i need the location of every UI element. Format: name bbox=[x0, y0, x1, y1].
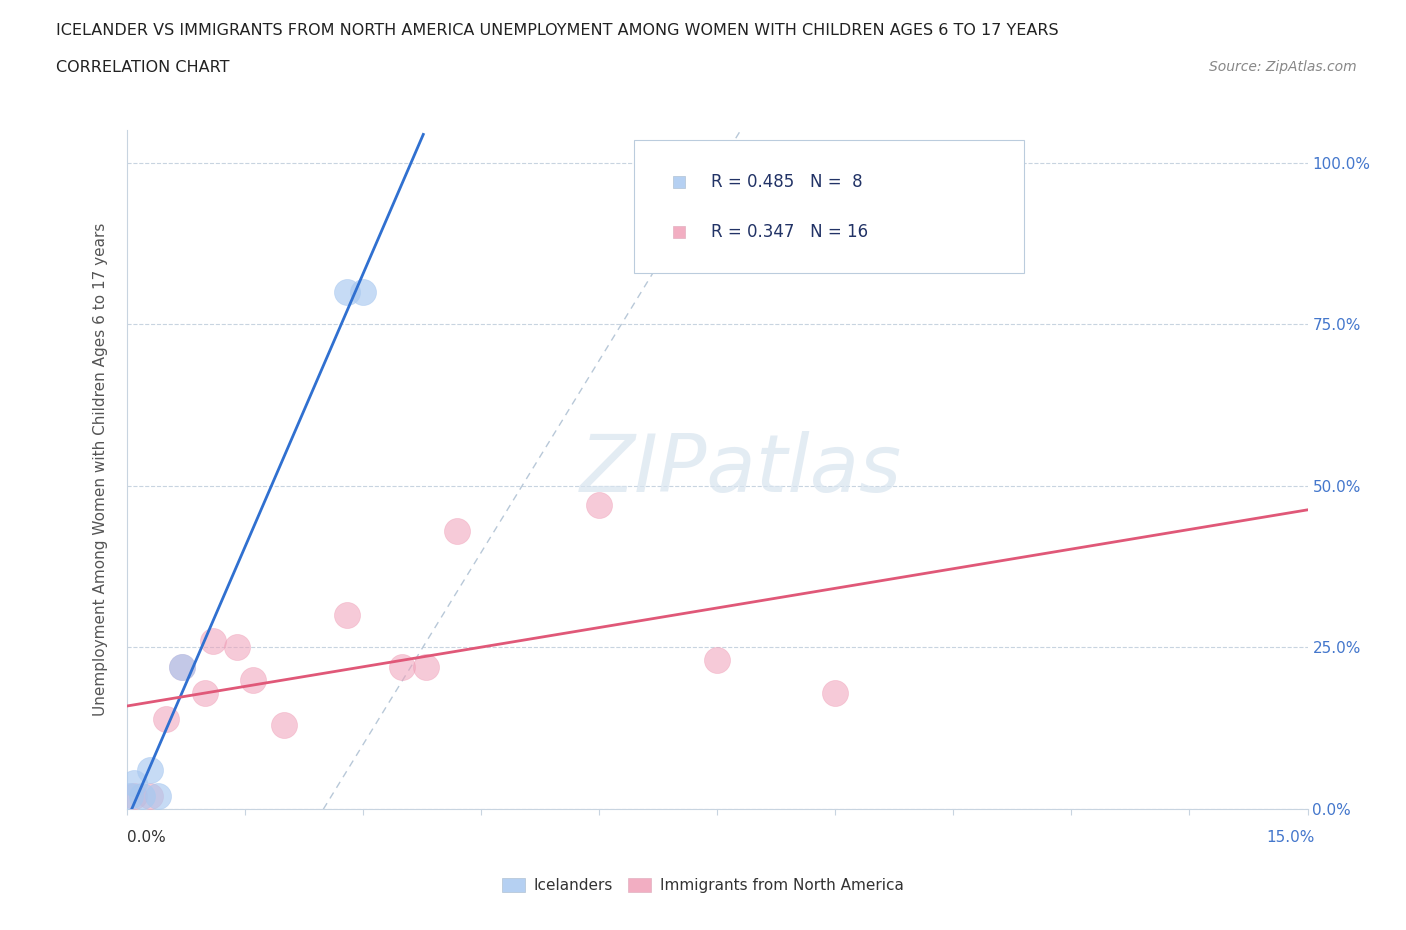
Point bbox=[139, 789, 162, 804]
Text: R = 0.485   N =  8: R = 0.485 N = 8 bbox=[711, 174, 863, 192]
Point bbox=[273, 718, 295, 733]
Text: 15.0%: 15.0% bbox=[1267, 830, 1315, 844]
FancyBboxPatch shape bbox=[634, 140, 1024, 272]
Point bbox=[170, 659, 193, 674]
Point bbox=[824, 685, 846, 700]
Point bbox=[139, 763, 162, 777]
Point bbox=[194, 685, 217, 700]
Text: CORRELATION CHART: CORRELATION CHART bbox=[56, 60, 229, 75]
Point bbox=[170, 659, 193, 674]
Y-axis label: Unemployment Among Women with Children Ages 6 to 17 years: Unemployment Among Women with Children A… bbox=[93, 223, 108, 716]
Point bbox=[336, 607, 359, 622]
Text: 0.0%: 0.0% bbox=[127, 830, 166, 844]
Point bbox=[588, 498, 610, 512]
Point bbox=[415, 659, 437, 674]
Legend: Icelanders, Immigrants from North America: Icelanders, Immigrants from North Americ… bbox=[495, 871, 911, 899]
Text: R = 0.347   N = 16: R = 0.347 N = 16 bbox=[711, 223, 869, 241]
Point bbox=[446, 524, 468, 538]
Point bbox=[155, 711, 177, 726]
Point bbox=[124, 776, 146, 790]
Point bbox=[131, 789, 153, 804]
Point bbox=[202, 633, 225, 648]
Point bbox=[146, 789, 169, 804]
Point bbox=[391, 659, 413, 674]
Text: ZIPatlas: ZIPatlas bbox=[579, 431, 901, 509]
Text: ICELANDER VS IMMIGRANTS FROM NORTH AMERICA UNEMPLOYMENT AMONG WOMEN WITH CHILDRE: ICELANDER VS IMMIGRANTS FROM NORTH AMERI… bbox=[56, 23, 1059, 38]
Point bbox=[225, 640, 247, 655]
Point bbox=[242, 672, 264, 687]
Point bbox=[352, 285, 374, 299]
Text: Source: ZipAtlas.com: Source: ZipAtlas.com bbox=[1209, 60, 1357, 74]
Point bbox=[336, 285, 359, 299]
Point bbox=[120, 789, 142, 804]
Point bbox=[706, 653, 728, 668]
Point bbox=[124, 789, 146, 804]
